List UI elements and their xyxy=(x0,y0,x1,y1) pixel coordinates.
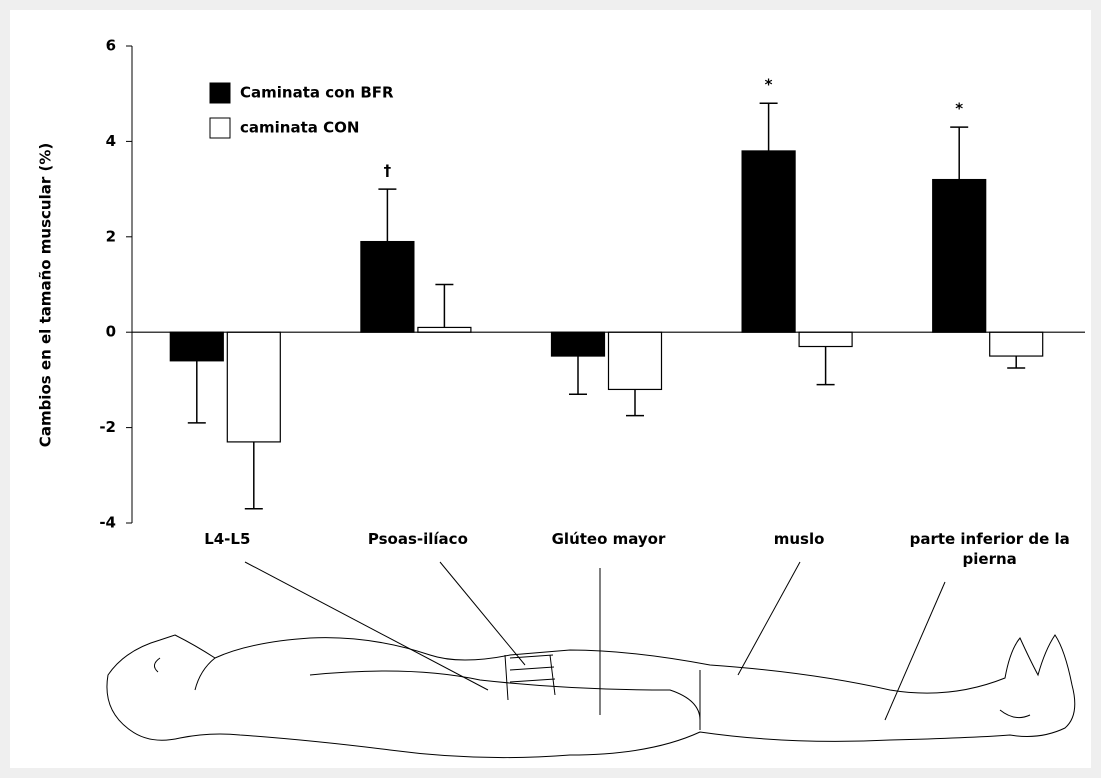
y-tick-label: -4 xyxy=(99,514,116,532)
bar xyxy=(742,151,795,332)
bar xyxy=(933,180,986,333)
y-tick-label: 4 xyxy=(106,132,116,150)
bar xyxy=(990,332,1043,356)
annotation: * xyxy=(955,100,963,118)
annotation: † xyxy=(384,162,392,180)
category-label: muslo xyxy=(714,529,884,549)
bar xyxy=(170,332,223,361)
chart: Cambios en el tamaño muscular (%) -4 -2 0 2… xyxy=(10,10,1091,768)
bar xyxy=(361,242,414,333)
category-label: L4-L5 xyxy=(142,529,312,549)
legend-swatch xyxy=(210,83,230,103)
category-label: Glúteo mayor xyxy=(524,529,694,549)
bar xyxy=(799,332,852,346)
bar xyxy=(552,332,605,356)
category-label: parte inferior de la pierna xyxy=(905,529,1075,569)
y-axis-label: Cambios en el tamaño muscular (%) xyxy=(37,143,55,447)
y-tick-label: 2 xyxy=(106,227,116,245)
bar xyxy=(418,327,471,332)
page: {"chart_data": {"type": "bar", "ylabel":… xyxy=(0,0,1101,778)
panel: Cambios en el tamaño muscular (%) -4 -2 0 2… xyxy=(10,10,1091,768)
legend-label: Caminata con BFR xyxy=(240,84,394,102)
category-label: Psoas-ilíaco xyxy=(333,529,503,549)
illustration xyxy=(107,562,1075,758)
bar xyxy=(609,332,662,389)
bar xyxy=(227,332,280,442)
annotation: * xyxy=(765,76,773,94)
y-tick-label: 6 xyxy=(106,37,116,55)
legend-swatch xyxy=(210,118,230,138)
legend-label: caminata CON xyxy=(240,119,359,137)
y-tick-label: -2 xyxy=(99,418,116,436)
y-tick-label: 0 xyxy=(106,323,116,341)
